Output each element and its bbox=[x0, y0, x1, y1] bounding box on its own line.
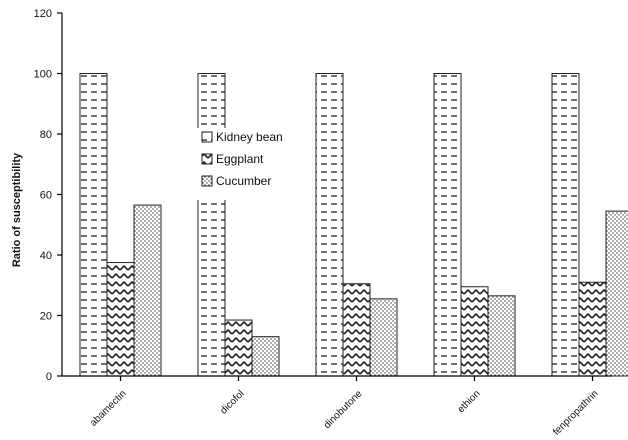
legend-label-eggplant: Eggplant bbox=[216, 152, 264, 166]
legend-items: Kidney bean Eggplant Cucumber bbox=[201, 130, 283, 188]
y-tick-label: 100 bbox=[34, 69, 52, 81]
bar-cucumber-dinobutone bbox=[369, 298, 398, 377]
bar-kidney-bean-abamectin bbox=[79, 73, 108, 377]
legend-label-cucumber: Cucumber bbox=[216, 174, 271, 188]
legend-label-kidney-bean: Kidney bean bbox=[216, 130, 283, 144]
x-tick-label-abamectin: abamectin bbox=[88, 388, 128, 428]
bar-cucumber-dicofol bbox=[251, 336, 280, 377]
bar-eggplant-ethion bbox=[460, 286, 489, 377]
x-tick-label-fenpropathrin: fenpropathrin bbox=[551, 388, 600, 437]
bar-kidney-bean-ethion bbox=[433, 73, 462, 377]
y-tick-label: 20 bbox=[40, 311, 52, 323]
bars-layer bbox=[79, 73, 628, 377]
legend-box bbox=[197, 128, 307, 200]
x-tick-label-dinobutone: dinobutone bbox=[322, 388, 365, 431]
y-tick-label: 80 bbox=[40, 129, 52, 141]
bar-kidney-bean-dicofol bbox=[197, 73, 226, 377]
y-axis: 0 20 40 60 80 100 120 bbox=[34, 8, 63, 383]
bar-eggplant-dinobutone bbox=[342, 283, 371, 377]
y-axis-title: Ratio of susceptibility bbox=[11, 152, 23, 267]
y-tick-label: 0 bbox=[46, 371, 52, 383]
x-ticks: abamectin dicofol dinobutone ethion fenpropa… bbox=[88, 376, 601, 438]
x-tick-label-dicofol: dicofol bbox=[218, 388, 246, 416]
bar-eggplant-fenpropathrin bbox=[578, 281, 607, 377]
legend-swatch-kidney-bean bbox=[201, 131, 213, 143]
bar-cucumber-abamectin bbox=[133, 204, 162, 377]
legend-swatch-cucumber bbox=[201, 175, 213, 187]
legend: Kidney bean Eggplant Cucumber bbox=[197, 128, 307, 200]
bar-eggplant-abamectin bbox=[106, 262, 135, 377]
x-tick-label-ethion: ethion bbox=[456, 388, 483, 415]
bar-kidney-bean-fenpropathrin bbox=[551, 73, 580, 377]
bar-eggplant-dicofol bbox=[224, 319, 253, 377]
y-tick-label: 60 bbox=[40, 190, 52, 202]
y-tick-label: 120 bbox=[34, 8, 52, 20]
legend-swatch-eggplant bbox=[201, 153, 213, 165]
bar-cucumber-fenpropathrin bbox=[605, 210, 628, 377]
bar-cucumber-ethion bbox=[487, 295, 516, 377]
y-ticks: 0 20 40 60 80 100 120 bbox=[34, 8, 62, 383]
bar-kidney-bean-dinobutone bbox=[315, 73, 344, 377]
y-tick-label: 40 bbox=[40, 250, 52, 262]
